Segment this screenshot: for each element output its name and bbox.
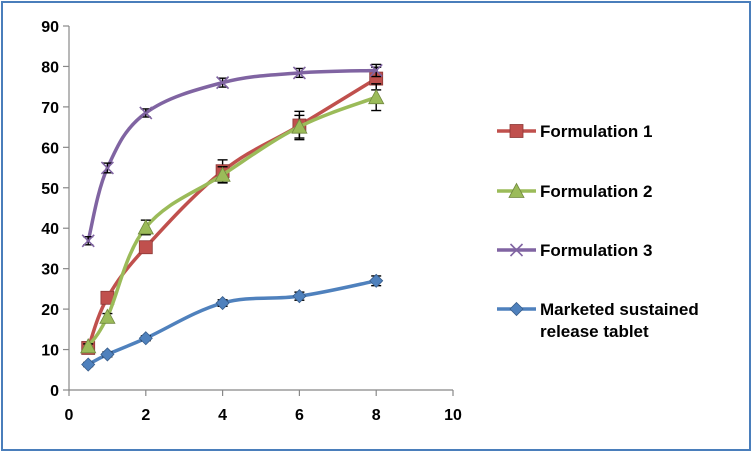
- data-point: [137, 219, 154, 235]
- data-point: [215, 295, 230, 311]
- series-3: [81, 63, 383, 248]
- tick-labels: 0 10 20 30 40 50 60 70 80 90 0 2 4 6 8 10: [41, 19, 462, 424]
- data-point: [216, 76, 230, 90]
- data-point: [100, 161, 114, 175]
- series-line: [86, 68, 378, 243]
- legend-item-1: Formulation 1: [497, 122, 652, 141]
- y-tick-label: 0: [50, 383, 59, 400]
- data-point: [292, 66, 306, 80]
- y-tick-label: 30: [41, 262, 59, 279]
- legend-item-2: Formulation 2: [497, 182, 652, 201]
- axes: [63, 25, 454, 396]
- data-point: [80, 337, 97, 354]
- data-point: [138, 331, 153, 346]
- series-2: [80, 83, 385, 354]
- y-tick-label: 20: [41, 302, 59, 319]
- legend-swatch-marker: [509, 243, 524, 257]
- legend-swatch-marker: [508, 182, 525, 198]
- y-tick-label: 50: [41, 181, 59, 198]
- x-tick-label: 6: [295, 407, 304, 424]
- legend-label-line: Formulation 3: [540, 241, 652, 260]
- legend-label: Formulation 1: [540, 122, 652, 141]
- y-tick-label: 90: [41, 19, 59, 36]
- legend-label: Marketed sustained release tablet: [540, 300, 699, 341]
- x-tick-label: 8: [372, 407, 381, 424]
- legend-label-line: Formulation 1: [540, 122, 652, 141]
- data-point: [369, 273, 384, 288]
- x-tick-label: 4: [218, 407, 227, 424]
- x-tick-label: 2: [141, 407, 150, 424]
- line-chart: 0 10 20 30 40 50 60 70 80 90 0 2 4 6 8 10 Formulation 1…: [41, 19, 699, 424]
- data-point: [138, 240, 153, 255]
- series-line: [86, 95, 378, 349]
- data-point: [369, 63, 383, 78]
- x-tick-label: 10: [444, 407, 462, 424]
- y-tick-label: 70: [41, 100, 59, 117]
- legend-swatch-marker: [509, 124, 524, 138]
- data-point: [292, 289, 307, 304]
- y-tick-label: 10: [41, 343, 59, 360]
- series-4: [81, 273, 384, 372]
- y-tick-label: 80: [41, 59, 59, 76]
- data-point: [81, 357, 96, 372]
- x-tick-label: 0: [65, 407, 74, 424]
- series-line: [86, 76, 378, 350]
- data-point: [139, 106, 153, 120]
- series-layer: [80, 63, 385, 372]
- legend-label-line: Marketed sustained: [540, 300, 699, 319]
- y-tick-label: 40: [41, 221, 59, 238]
- series-line: [86, 279, 378, 367]
- data-point: [368, 88, 385, 105]
- y-tick-label: 60: [41, 140, 59, 157]
- data-point: [214, 166, 231, 182]
- legend-label-line: Formulation 2: [540, 182, 652, 201]
- chart-frame: 0 10 20 30 40 50 60 70 80 90 0 2 4 6 8 10 Formulation 1…: [1, 1, 751, 451]
- legend-label: Formulation 3: [540, 241, 652, 260]
- legend-swatch-marker: [509, 301, 524, 317]
- data-point: [100, 347, 115, 362]
- data-point: [291, 118, 308, 134]
- legend-item-3: Formulation 3: [497, 241, 652, 260]
- data-point: [99, 308, 116, 324]
- legend-item-4: Marketed sustained release tablet: [497, 300, 699, 341]
- data-point: [81, 234, 95, 248]
- legend: Formulation 1 Formulation 2 Formulation 3 M…: [497, 122, 699, 341]
- legend-label: Formulation 2: [540, 182, 652, 201]
- legend-label-line: release tablet: [540, 322, 649, 341]
